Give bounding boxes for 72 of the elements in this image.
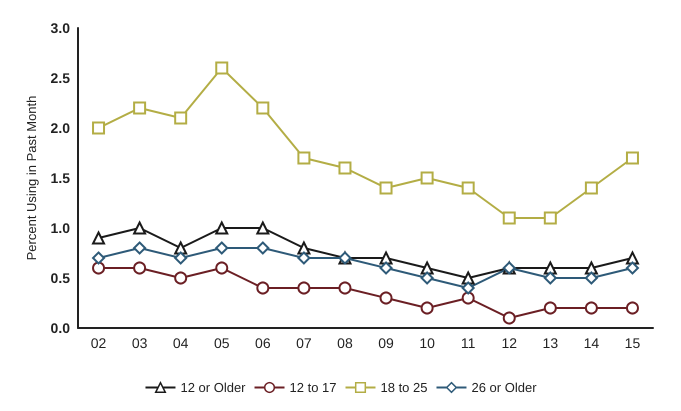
point	[338, 162, 352, 174]
point	[133, 222, 146, 234]
point	[174, 112, 188, 124]
point	[297, 252, 310, 264]
point	[174, 272, 188, 284]
point	[420, 172, 434, 184]
point	[626, 302, 639, 314]
point	[626, 262, 639, 274]
point	[380, 262, 393, 274]
x-tick-label: 09	[378, 335, 394, 351]
x-tick-label: 15	[624, 335, 640, 351]
point	[544, 212, 557, 224]
point	[626, 152, 639, 164]
point	[174, 252, 188, 264]
x-tick-label: 13	[542, 335, 558, 351]
point	[92, 232, 106, 244]
y-axis-title: Percent Using in Past Month	[24, 96, 39, 260]
point	[420, 272, 434, 284]
y-tick-label: 2.0	[50, 120, 70, 136]
point	[584, 272, 598, 284]
legend-label: 12 or Older	[180, 380, 246, 395]
point	[92, 252, 106, 264]
point	[256, 282, 270, 294]
point	[215, 242, 228, 254]
point	[215, 222, 228, 234]
y-tick-label: 1.0	[50, 220, 70, 236]
y-tick-label: 2.5	[50, 70, 70, 86]
point	[133, 102, 146, 114]
point	[133, 262, 146, 274]
point	[215, 262, 228, 274]
x-tick-label: 02	[90, 335, 107, 351]
point	[297, 282, 310, 294]
y-tick-label: 1.5	[50, 170, 70, 186]
y-tick-label: 0.5	[50, 270, 70, 286]
x-tick-label: 10	[419, 335, 436, 351]
x-tick-label: 04	[172, 335, 189, 351]
y-tick-label: 3.0	[50, 20, 70, 36]
point	[462, 182, 475, 194]
x-tick-label: 06	[255, 335, 271, 351]
point	[380, 252, 393, 264]
point	[584, 182, 598, 194]
point	[544, 302, 557, 314]
point	[297, 152, 310, 164]
point	[462, 282, 475, 294]
point	[256, 102, 270, 114]
point	[133, 242, 146, 254]
point	[380, 292, 393, 304]
point	[502, 312, 516, 324]
x-tick-label: 07	[296, 335, 312, 351]
point	[462, 292, 475, 304]
point	[215, 62, 228, 74]
x-tick-label: 12	[501, 335, 518, 351]
x-tick-label: 08	[337, 335, 353, 351]
y-tick-label: 0.0	[50, 320, 70, 336]
legend-label: 18 to 25	[380, 380, 428, 395]
point	[256, 242, 270, 254]
point	[338, 282, 352, 294]
point	[584, 302, 598, 314]
point	[502, 212, 516, 224]
point	[92, 262, 106, 274]
point	[544, 272, 557, 284]
x-tick-label: 03	[132, 335, 148, 351]
legend-label: 12 to 17	[290, 380, 337, 395]
legend-label: 26 or Older	[471, 380, 538, 395]
point	[626, 252, 639, 264]
x-tick-label: 05	[214, 335, 230, 351]
point	[380, 182, 393, 194]
x-tick-label: 11	[460, 335, 476, 351]
x-tick-label: 14	[584, 335, 600, 351]
point	[420, 302, 434, 314]
point	[92, 122, 106, 134]
point	[256, 222, 270, 234]
